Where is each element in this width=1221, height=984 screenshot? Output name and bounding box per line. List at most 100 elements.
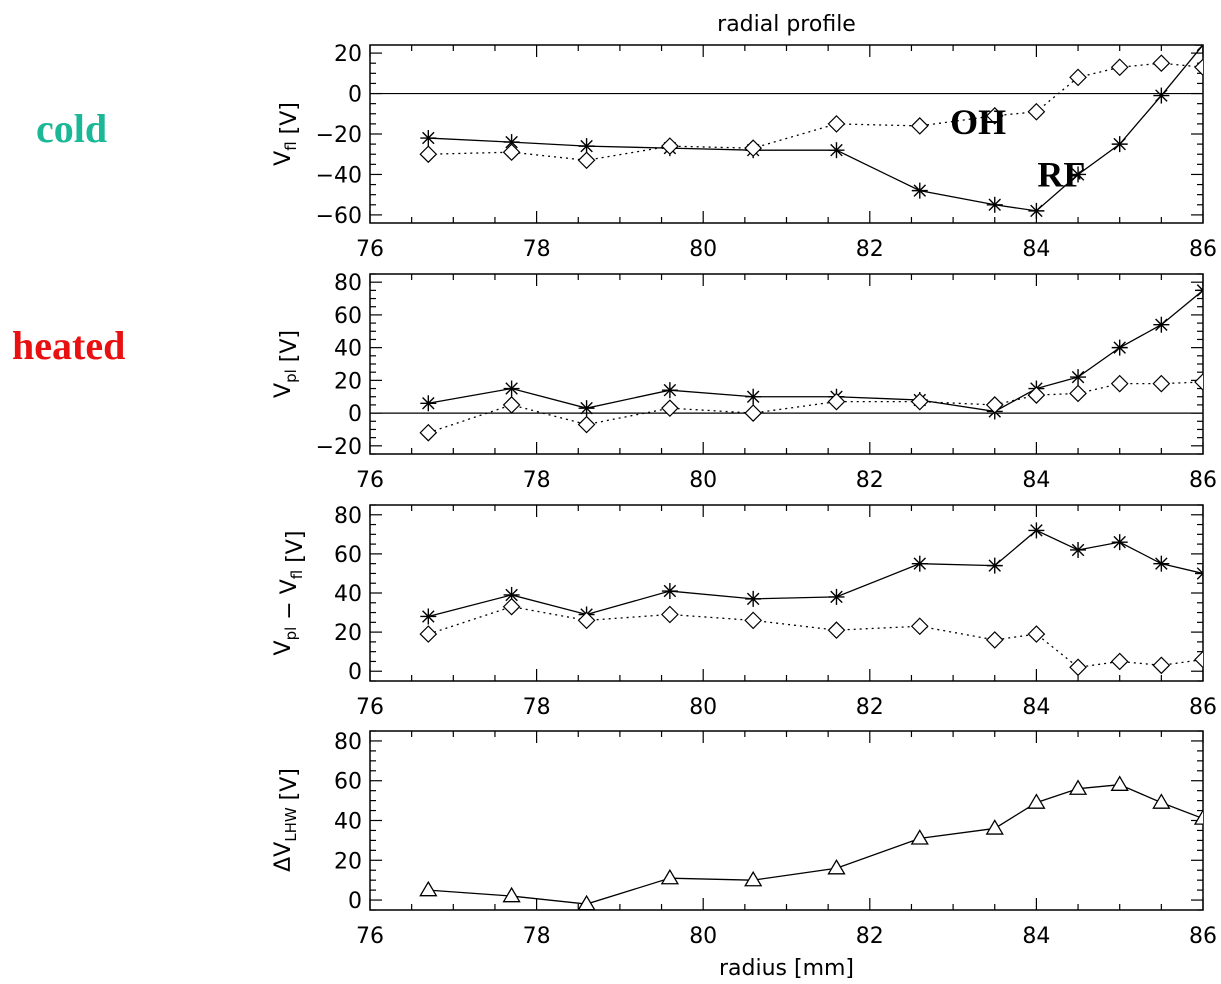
x-tick-label: 82 [856, 468, 884, 493]
asterisk-marker [1111, 534, 1128, 551]
asterisk-marker [1070, 166, 1087, 183]
chart-title: radial profile [717, 12, 856, 37]
y-tick-label: 20 [334, 42, 362, 67]
diamond-marker [1069, 658, 1087, 677]
triangle-marker [1152, 793, 1171, 809]
diamond-marker [661, 399, 679, 418]
diamond-marker [502, 597, 521, 616]
series-line [428, 62, 1203, 161]
series-line [428, 45, 1203, 212]
diamond-marker [1194, 373, 1203, 391]
asterisk-marker [1028, 202, 1045, 219]
plot-frame [369, 504, 1204, 682]
diamond-marker [1069, 68, 1087, 87]
diamond-marker [744, 139, 763, 158]
y-tick-label: −60 [316, 204, 362, 229]
diamond-marker [1152, 374, 1171, 393]
chart-panel-3: 76 78 80 82 84 86 0 20 40 60 80 Vpl − Vfl [V] [271, 504, 1217, 720]
asterisk-marker [1111, 136, 1128, 153]
series-line [428, 289, 1203, 413]
diamond-marker [744, 404, 763, 422]
diamond-marker [1194, 58, 1203, 77]
asterisk-marker [503, 134, 520, 151]
triangle-marker [985, 819, 1004, 835]
asterisk-marker [420, 608, 437, 625]
asterisk-marker [745, 388, 762, 405]
diamond-marker [577, 611, 596, 630]
asterisk-marker [1153, 316, 1170, 333]
asterisk-marker [828, 142, 845, 159]
diamond-marker [1110, 374, 1129, 393]
diamond-marker [827, 115, 846, 133]
diamond-marker [502, 143, 521, 162]
y-tick-label: −40 [316, 163, 362, 188]
cold-label: cold [36, 106, 108, 151]
x-tick-label: 84 [1022, 237, 1050, 262]
diamond-marker [1194, 650, 1203, 669]
diamond-marker [985, 631, 1004, 649]
triangle-marker [419, 880, 438, 897]
y-tick-label: 60 [334, 543, 362, 568]
y-axis-label: Vpl [V] [271, 330, 302, 398]
series-rf [420, 522, 1203, 625]
asterisk-marker [661, 382, 678, 399]
x-tick-label: 78 [523, 695, 551, 720]
asterisk-marker [745, 590, 762, 607]
x-tick-label: 76 [356, 924, 384, 949]
series-line [428, 529, 1203, 618]
y-tick-label: 0 [348, 402, 362, 427]
asterisk-marker [1195, 282, 1203, 299]
asterisk-marker [503, 380, 520, 397]
chart-panel-1: 76 78 80 82 84 86 −60 −40 −20 0 20 radial profile Vf… [271, 12, 1217, 262]
diamond-marker [1152, 54, 1171, 73]
asterisk-marker [911, 182, 928, 199]
diamond-marker [744, 611, 763, 630]
series-data [419, 775, 1203, 910]
x-tick-label: 86 [1189, 237, 1217, 262]
y-tick-label: 80 [334, 730, 362, 755]
diamond-marker [1027, 625, 1046, 643]
diamond-marker [419, 423, 438, 442]
x-tick-label: 80 [689, 924, 717, 949]
triangle-marker [577, 894, 596, 910]
series-rf [420, 282, 1203, 420]
annotation-oh: OH [950, 102, 1006, 142]
asterisk-marker [1111, 339, 1128, 356]
diamond-marker [1027, 102, 1046, 121]
x-tick-label: 76 [356, 468, 384, 493]
y-tick-label: 0 [348, 83, 362, 108]
diamond-marker [661, 605, 679, 624]
x-tick-label: 84 [1022, 924, 1050, 949]
diamond-marker [661, 137, 679, 155]
asterisk-marker [503, 586, 520, 603]
chart-panel-2: 76 78 80 82 84 86 −20 0 20 40 60 80 Vpl [V] [271, 271, 1217, 493]
triangle-marker [1193, 809, 1203, 825]
diamond-marker [985, 106, 1004, 125]
x-tick-label: 82 [856, 695, 884, 720]
x-tick-label: 82 [856, 924, 884, 949]
y-tick-label: 40 [334, 810, 362, 835]
diamond-marker [1110, 58, 1129, 77]
x-tick-label: 86 [1189, 468, 1217, 493]
y-tick-label: 60 [334, 304, 362, 329]
asterisk-marker [1153, 555, 1170, 572]
y-tick-label: 0 [348, 660, 362, 685]
y-axis-label: ΔVLHW [V] [271, 768, 302, 872]
diamond-marker [910, 117, 929, 135]
asterisk-marker [911, 555, 928, 572]
y-tick-label: 40 [334, 582, 362, 607]
x-axis-label: radius [mm] [719, 956, 854, 981]
triangle-marker [827, 858, 846, 875]
y-tick-label: −20 [316, 123, 362, 148]
diamond-marker [910, 392, 929, 411]
series-line [428, 606, 1203, 668]
asterisk-marker [1028, 522, 1045, 539]
series-oh [419, 373, 1203, 442]
x-tick-label: 84 [1022, 695, 1050, 720]
diamond-marker [1069, 384, 1087, 403]
diamond-marker [827, 621, 846, 640]
diamond-marker [985, 396, 1004, 414]
x-tick-label: 86 [1189, 924, 1217, 949]
series-rf [420, 45, 1203, 219]
